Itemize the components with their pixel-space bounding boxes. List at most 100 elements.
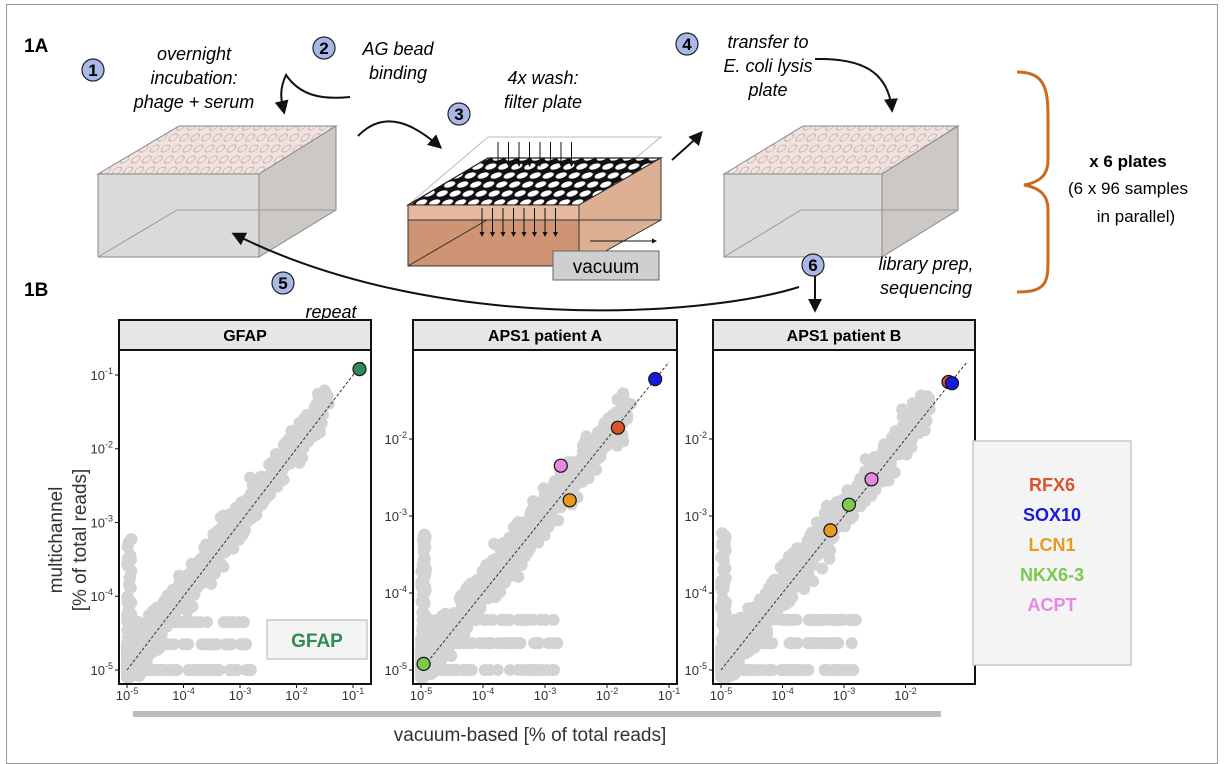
point-lcn1 — [562, 493, 577, 508]
x-tick-label: 10-2 — [894, 686, 916, 703]
background-points — [715, 389, 936, 683]
y-axis-label: multichannel [% of total reads] — [46, 469, 91, 612]
step-number: 1 — [88, 61, 97, 80]
step-marker-3: 3 — [447, 102, 471, 126]
step-1-text: incubation: — [150, 68, 237, 88]
panel-header — [412, 319, 678, 351]
plates-count: x 6 plates — [1089, 152, 1167, 171]
arrow-repeat — [231, 232, 800, 312]
panel-title: GFAP — [223, 328, 267, 345]
step-2-text: AG bead — [361, 39, 434, 59]
step-marker-6: 6 — [801, 253, 825, 277]
y-tick-label: 10-4 — [385, 584, 407, 601]
x-tick-label: 10-3 — [833, 686, 855, 703]
wash-arrows — [479, 142, 574, 237]
panel-header — [712, 319, 976, 351]
incubation-plate — [96, 125, 338, 258]
svg-text:multichannel: multichannel — [46, 487, 67, 594]
svg-text:[% of total reads]: [% of total reads] — [70, 469, 91, 612]
step-marker-2: 2 — [312, 36, 336, 60]
y-tick-label: 10-4 — [685, 584, 707, 601]
step-descriptions: overnight incubation: phage + serum AG bead… — [133, 32, 974, 322]
point-sox10 — [944, 376, 960, 391]
step-number: 6 — [808, 256, 817, 275]
step-3-text: 4x wash: — [507, 68, 578, 88]
legend-item-lcn1: LCN1 — [1028, 535, 1075, 555]
y-tick-label: 10-5 — [685, 661, 707, 678]
x-tick-label: 10-5 — [116, 686, 138, 703]
y-tick-label: 10-2 — [385, 430, 407, 447]
step-6-text: library prep, — [878, 254, 973, 274]
y-tick-label: 10-5 — [385, 661, 407, 678]
x-tick-label: 10-5 — [710, 686, 732, 703]
identity-line — [720, 361, 968, 671]
step-4-text: transfer to — [727, 32, 808, 52]
x-tick-label: 10-2 — [596, 686, 618, 703]
plates-note-2: in parallel) — [1097, 207, 1175, 226]
legend-item-nkx6-3: NKX6-3 — [1020, 565, 1084, 585]
step-4-text: plate — [747, 80, 787, 100]
point-nkx6-3 — [416, 656, 431, 672]
step-4-text: E. coli lysis — [723, 56, 812, 76]
x-tick-label: 10-4 — [172, 686, 194, 703]
x-tick-label: 10-2 — [285, 686, 307, 703]
y-tick-label: 10-3 — [385, 507, 407, 524]
point-sox10 — [648, 372, 663, 387]
y-tick-label: 10-1 — [91, 366, 113, 383]
identity-line — [420, 361, 670, 671]
step-6-text: sequencing — [880, 278, 972, 298]
y-tick-label: 10-3 — [91, 514, 113, 531]
legend-box — [972, 440, 1132, 666]
plates-note-1: (6 x 96 samples — [1068, 179, 1188, 198]
y-tick-label: 10-2 — [685, 430, 707, 447]
panel-title: APS1 patient B — [787, 328, 902, 345]
legend: RFX6 SOX10 LCN1 NKX6-3 ACPT — [1020, 475, 1084, 615]
step-number: 4 — [682, 35, 692, 54]
step-number: 5 — [278, 274, 287, 293]
scatter-panel-2: APS1 patient A 10-5 10-4 10-3 10-2 10-1 10-5 10… — [385, 319, 680, 703]
x-tick-label: 10-3 — [534, 686, 556, 703]
x-tick-label: 10-1 — [342, 686, 364, 703]
legend-item-rfx6: RFX6 — [1029, 475, 1075, 495]
step-marker-5: 5 — [271, 271, 295, 295]
step-2-text: binding — [369, 63, 427, 83]
step-number: 3 — [454, 105, 463, 124]
step-1-text: overnight — [157, 44, 232, 64]
x-axis-label: vacuum-based [% of total reads] — [394, 725, 666, 746]
step-markers: 1 2 3 4 5 6 — [81, 32, 825, 295]
step-marker-1: 1 — [81, 58, 105, 82]
gfap-inset-label: GFAP — [266, 619, 368, 660]
scatter-panel-1: GFAP 10-5 10-4 10-3 10-2 10-1 10-5 10-4 10-3 10-2… — [91, 319, 372, 703]
x-tick-label: 10-5 — [410, 686, 432, 703]
x-tick-label: 10-1 — [658, 686, 680, 703]
legend-item-sox10: SOX10 — [1023, 505, 1081, 525]
point-rfx6 — [610, 420, 626, 435]
point-acpt — [864, 472, 879, 487]
filter-plate: vacuum — [405, 136, 664, 281]
arrow-bead-to-plate — [274, 73, 351, 115]
y-tick-label: 10-2 — [91, 440, 113, 457]
vacuum-label: vacuum — [573, 257, 640, 278]
point-gfap — [352, 362, 367, 377]
scatter-panel-3: APS1 patient B 10-5 10-4 10-3 10-2 10-5 10-4 10… — [685, 319, 976, 703]
point-acpt — [553, 458, 568, 473]
x-tick-label: 10-4 — [771, 686, 793, 703]
plates-brace — [1016, 70, 1050, 294]
panel-b-label: 1B — [24, 280, 48, 301]
step-marker-4: 4 — [675, 32, 699, 56]
panel-header — [118, 319, 372, 351]
scatter-panels: GFAP 10-5 10-4 10-3 10-2 10-1 10-5 10-4 10-3 10-2… — [91, 319, 976, 703]
vacuum-box — [552, 250, 660, 281]
panel-a-label: 1A — [24, 36, 49, 57]
gfap-inset-text: GFAP — [291, 631, 343, 652]
arrow-transfer-to-plate — [814, 57, 898, 113]
lysis-plate — [722, 125, 960, 258]
x-tick-label: 10-4 — [472, 686, 494, 703]
x-axis-bar — [133, 711, 941, 717]
panel-title: APS1 patient A — [488, 328, 603, 345]
y-tick-label: 10-3 — [685, 507, 707, 524]
flow-arrows — [231, 57, 898, 313]
point-nkx6-3 — [841, 497, 857, 512]
step-3-text: filter plate — [504, 92, 582, 112]
